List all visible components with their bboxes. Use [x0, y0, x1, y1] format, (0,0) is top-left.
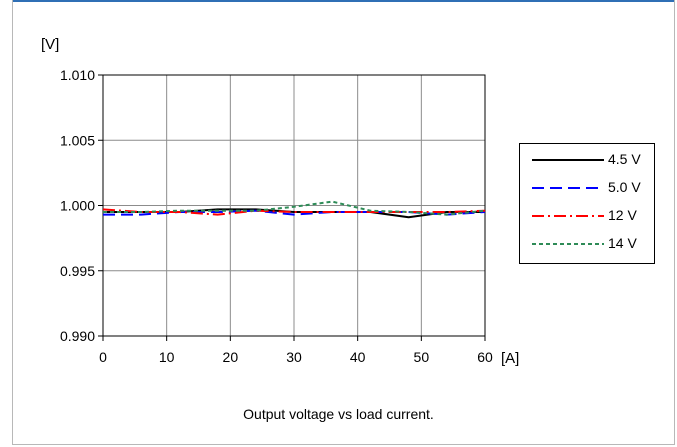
y-tick-label-1: 1.005 — [60, 132, 95, 148]
series-line-1 — [103, 209, 486, 216]
y-tick-label-0: 1.010 — [60, 67, 95, 83]
x-tick-label-5: 50 — [414, 349, 430, 365]
legend-swatch-5-0v — [532, 187, 604, 189]
top-accent-line — [13, 0, 674, 2]
legend-item-5-0v: 5.0 V — [520, 178, 654, 198]
legend-item-4-5v: 4.5 V — [520, 150, 654, 170]
legend-label-4-5v: 4.5 V — [608, 151, 641, 167]
series-line-3 — [103, 200, 486, 216]
chart-frame — [12, 0, 675, 445]
legend-swatch-12v — [532, 215, 604, 217]
series-line-2 — [102, 208, 486, 216]
y-tick-label-2: 1.000 — [60, 198, 95, 214]
x-tick-label-6: 60 — [477, 349, 493, 365]
legend-label-14v: 14 V — [608, 235, 637, 251]
legend-swatch-14v — [532, 243, 604, 245]
x-tick-label-3: 30 — [286, 349, 302, 365]
x-axis-label: [A] — [501, 350, 520, 367]
legend-label-12v: 12 V — [608, 207, 637, 223]
x-tick-label-4: 40 — [350, 349, 366, 365]
legend-item-14v: 14 V — [520, 234, 654, 254]
y-axis-label: [V] — [41, 36, 60, 53]
legend-swatch-4-5v — [532, 159, 604, 161]
x-tick-label-0: 0 — [99, 349, 107, 365]
legend: 4.5 V 5.0 V 12 V 14 V — [519, 143, 655, 264]
y-tick-label-3: 0.995 — [60, 263, 95, 279]
chart-caption: Output voltage vs load current. — [243, 406, 434, 422]
y-tick-label-4: 0.990 — [60, 328, 95, 344]
legend-item-12v: 12 V — [520, 206, 654, 226]
legend-label-5-0v: 5.0 V — [608, 179, 641, 195]
x-tick-label-1: 10 — [159, 349, 175, 365]
x-tick-label-2: 20 — [223, 349, 239, 365]
